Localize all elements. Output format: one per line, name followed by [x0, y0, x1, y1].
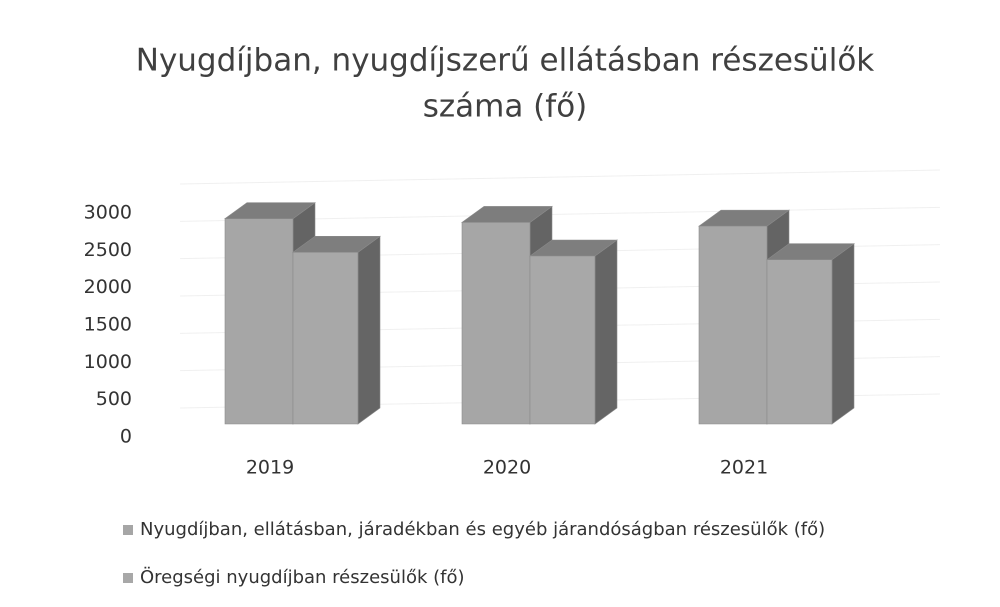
x-tick-label: 2020 [483, 457, 531, 479]
y-tick-label: 2000 [84, 276, 132, 298]
y-tick-label: 1000 [84, 351, 132, 373]
x-tick-label: 2021 [720, 457, 768, 479]
bar-face [224, 218, 294, 425]
y-tick-label: 3000 [84, 202, 132, 224]
bar-face [766, 259, 833, 425]
bar-face [357, 235, 381, 425]
bar-face [461, 222, 531, 425]
chart-title: Nyugdíjban, nyugdíjszerű ellátásban rész… [136, 43, 875, 79]
grid-line [179, 169, 941, 185]
chart-title: száma (fő) [423, 89, 588, 125]
y-tick-label: 0 [120, 426, 132, 448]
x-tick-label: 2019 [246, 457, 294, 479]
legend-swatch [123, 573, 133, 583]
bar-face [529, 255, 596, 425]
bar-face [292, 251, 359, 425]
bar-face [594, 239, 618, 425]
bar [529, 239, 618, 425]
bar [292, 235, 381, 425]
bar [766, 243, 855, 425]
y-tick-label: 1500 [84, 314, 132, 336]
legend-swatch [123, 525, 133, 535]
legend-label: Nyugdíjban, ellátásban, járadékban és eg… [140, 519, 825, 540]
bar-face [831, 243, 855, 425]
y-tick-label: 2500 [84, 239, 132, 261]
bar-face [698, 225, 768, 425]
y-tick-label: 500 [96, 388, 132, 410]
legend-label: Öregségi nyugdíjban részesülők (fő) [140, 566, 465, 588]
